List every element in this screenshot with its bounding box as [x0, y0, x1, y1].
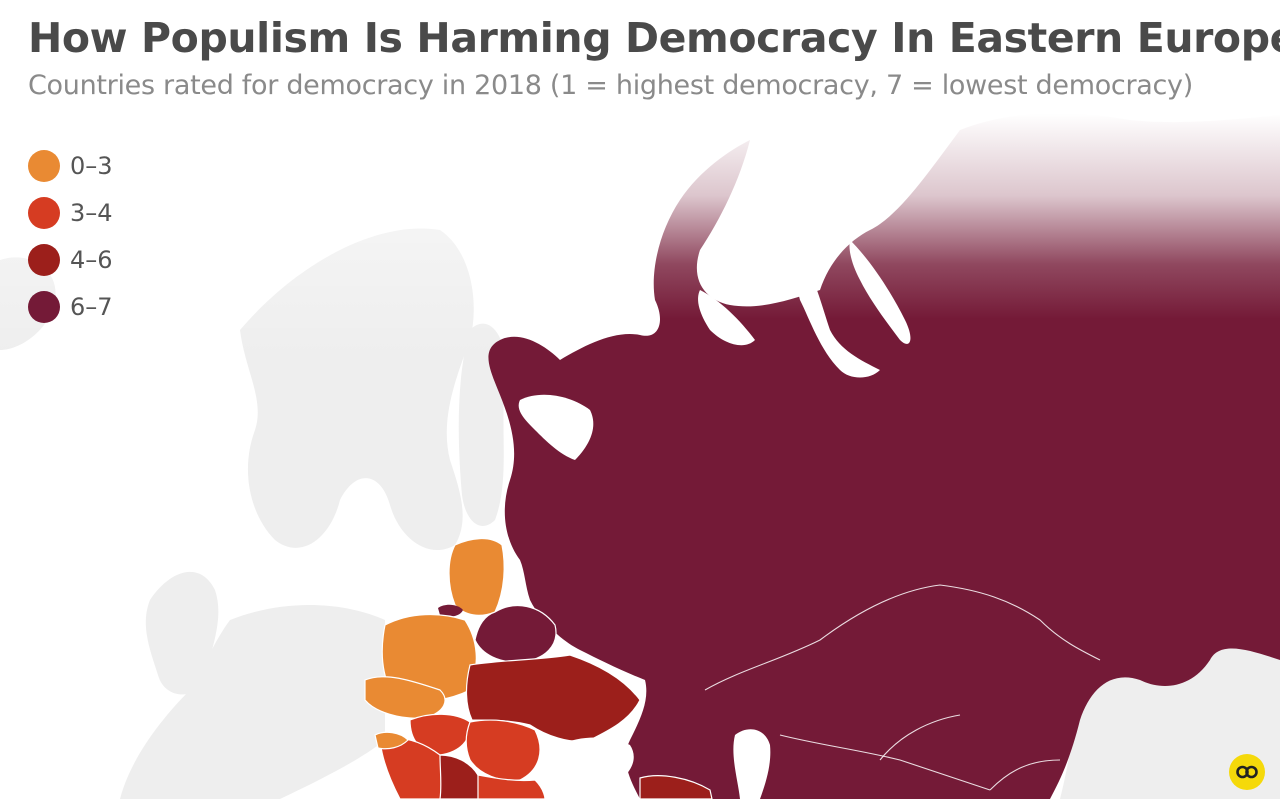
czechia-slovakia [364, 676, 446, 719]
legend-item-6-7: 6–7 [28, 283, 113, 330]
legend-item-0-3: 0–3 [28, 142, 113, 189]
ukraine [465, 654, 641, 742]
legend-label: 6–7 [70, 292, 113, 321]
black-sea [553, 737, 634, 792]
romania [465, 719, 541, 781]
legend-swatch [28, 243, 60, 276]
legend-swatch [28, 149, 60, 182]
legend-item-4-6: 4–6 [28, 236, 113, 283]
arctic-seas [518, 240, 911, 460]
legend: 0–3 3–4 4–6 6–7 [28, 142, 113, 330]
kara-bay [789, 240, 880, 378]
map-title: How Populism Is Harming Democracy In Eas… [28, 14, 1280, 62]
legend-swatch [28, 196, 60, 229]
russia-region [488, 113, 1280, 799]
legend-swatch [28, 290, 60, 323]
legend-label: 0–3 [70, 151, 113, 180]
baltic-states [448, 538, 505, 616]
caspian-sea [733, 729, 771, 799]
legend-label: 3–4 [70, 198, 113, 227]
uk-land [145, 571, 219, 695]
caucasus [639, 775, 713, 799]
legend-label: 4–6 [70, 245, 113, 274]
white-sea [518, 394, 594, 460]
legend-item-3-4: 3–4 [28, 189, 113, 236]
kaliningrad [438, 604, 463, 617]
middle-east-land [1060, 600, 1280, 799]
ob-gulf [849, 240, 911, 344]
map-subtitle: Countries rated for democracy in 2018 (1… [28, 70, 1193, 101]
croatia [374, 731, 409, 750]
western-europe-land [120, 605, 385, 799]
central-asia-borders [704, 584, 1101, 791]
novaya-zemlya-gap [698, 290, 755, 346]
statista-logo-icon [1229, 754, 1265, 790]
